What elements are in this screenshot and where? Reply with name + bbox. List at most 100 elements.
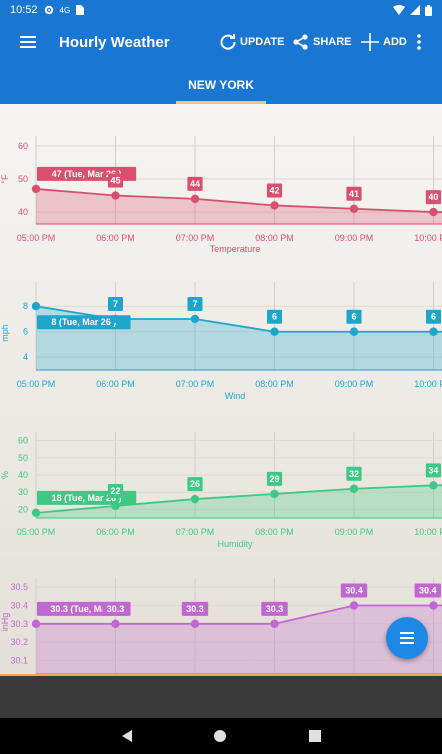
share-icon: [293, 34, 308, 50]
y-tick-label: 20: [18, 504, 28, 514]
x-tick-label: 05:00 PM: [17, 379, 56, 389]
series-area: [36, 306, 442, 370]
data-label-box: [266, 471, 283, 486]
refresh-icon: [220, 34, 236, 50]
x-tick-label: 08:00 PM: [255, 379, 294, 389]
data-label-box: [187, 176, 203, 191]
x-tick-label: 09:00 PM: [335, 379, 374, 389]
data-point: [349, 601, 359, 610]
add-button[interactable]: ADD: [360, 20, 407, 64]
y-tick-label: 4: [23, 352, 28, 362]
menu-icon[interactable]: [20, 36, 36, 48]
recents-icon[interactable]: [309, 730, 321, 742]
status-bar: 10:52 4G: [0, 0, 442, 20]
x-tick-label: 10:00 PM: [414, 527, 442, 537]
y-axis-unit: %: [0, 471, 10, 479]
data-label-box: [261, 601, 288, 616]
x-tick-label: 10:00 PM: [414, 379, 442, 389]
data-label: 6: [351, 312, 356, 322]
data-point: [270, 327, 279, 336]
y-tick-label: 30.2: [10, 637, 28, 647]
x-tick-label: 07:00 PM: [176, 379, 215, 389]
data-point: [349, 327, 359, 336]
sim-card-icon: [76, 5, 85, 15]
data-point: [111, 619, 120, 629]
series-area: [36, 605, 442, 674]
data-label: 47 (Tue, Mar 26 ): [52, 169, 122, 179]
data-point: [111, 191, 120, 200]
x-tick-label: 08:00 PM: [255, 527, 294, 537]
data-label: 41: [349, 189, 359, 199]
y-tick-label: 50: [18, 174, 28, 184]
x-tick-label: 10:00 PM: [414, 233, 442, 243]
data-point: [190, 619, 200, 629]
data-label-box: [107, 483, 124, 498]
tab-new-york[interactable]: NEW YORK: [188, 78, 254, 92]
data-label: 29: [269, 474, 279, 484]
data-label: 30.3: [107, 604, 125, 614]
chart-title: Temperature: [210, 244, 261, 254]
share-label: SHARE: [313, 36, 352, 48]
tab-bar: NEW YORK: [0, 64, 442, 104]
y-tick-label: 30: [18, 487, 28, 497]
data-label: 30.3 (Tue, Mar 2: [50, 604, 117, 614]
battery-icon: [425, 4, 432, 16]
y-tick-label: 60: [18, 141, 28, 151]
data-label: 30.4: [419, 586, 437, 596]
data-point: [31, 508, 41, 518]
data-label: 30.3: [186, 604, 204, 614]
x-tick-label: 06:00 PM: [96, 379, 135, 389]
data-label-box: [414, 583, 441, 598]
data-point: [429, 481, 438, 490]
data-point: [111, 501, 120, 511]
data-label-box: [346, 186, 362, 201]
list-fab-button[interactable]: [386, 617, 428, 659]
back-icon[interactable]: [120, 729, 134, 743]
data-point: [270, 201, 279, 210]
y-tick-label: 30.3: [10, 619, 28, 629]
data-point: [349, 204, 359, 213]
data-label-box: [181, 601, 209, 616]
y-tick-label: 8: [23, 301, 28, 311]
x-tick-label: 05:00 PM: [17, 233, 56, 243]
data-label: 40: [428, 192, 438, 202]
x-tick-label: 09:00 PM: [335, 527, 374, 537]
data-label: 6: [431, 312, 436, 322]
data-point: [270, 619, 279, 629]
x-tick-label: 05:00 PM: [17, 527, 56, 537]
home-icon[interactable]: [213, 729, 227, 743]
data-label: 30.4: [345, 586, 363, 596]
update-button[interactable]: UPDATE: [219, 20, 284, 64]
list-icon-bar: [400, 632, 414, 634]
signal-icon: [410, 5, 420, 15]
x-tick-label: 06:00 PM: [96, 233, 135, 243]
data-label-box: [340, 583, 368, 598]
data-label-box: [37, 315, 131, 330]
y-tick-label: 50: [18, 453, 28, 463]
data-point: [429, 327, 438, 336]
network-type: 4G: [59, 5, 71, 15]
y-tick-label: 30.4: [10, 601, 28, 611]
charts-area[interactable]: 40 50 60 °F 47 (Tue, Mar 26 ) 45 44 42 41 40 05:00…: [0, 104, 442, 674]
app-bar: Hourly Weather UPDATE SHARE ADD: [0, 20, 442, 64]
share-button[interactable]: SHARE: [292, 20, 352, 64]
x-tick-label: 07:00 PM: [176, 233, 215, 243]
data-label-box: [107, 173, 124, 188]
y-axis-unit: °F: [0, 174, 10, 184]
y-tick-label: 40: [18, 207, 28, 217]
more-options-icon[interactable]: [416, 34, 422, 50]
data-point: [31, 619, 41, 629]
weather-charts: 40 50 60 °F 47 (Tue, Mar 26 )45 44 42 41 40 05:00…: [0, 136, 442, 674]
x-tick-label: 09:00 PM: [335, 233, 374, 243]
data-label: 22: [110, 486, 120, 496]
update-label: UPDATE: [240, 36, 285, 48]
data-label: 42: [269, 185, 279, 195]
data-point: [429, 207, 438, 217]
data-point: [190, 494, 200, 504]
y-tick-label: 30.1: [10, 656, 28, 666]
page-title: Hourly Weather: [59, 33, 170, 51]
data-label: 7: [113, 299, 118, 309]
settings-icon: [44, 5, 53, 15]
data-point: [111, 314, 120, 324]
navigation-bar: [0, 718, 442, 754]
